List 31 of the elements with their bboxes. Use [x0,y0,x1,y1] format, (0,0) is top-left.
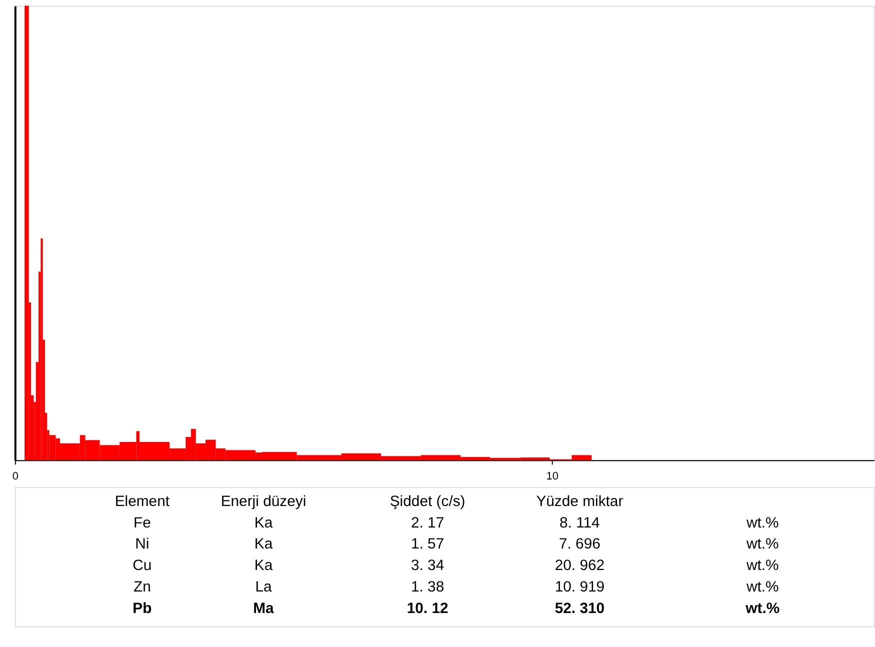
text: Ka [254,536,274,553]
text: wt.% [745,515,779,532]
text: 3. 34 [410,558,444,574]
text: wt.% [744,600,780,617]
text: La [255,579,272,596]
text: 8. 114 [560,515,600,532]
text: 20. 962 [554,558,605,574]
x-tick-label: 10 [546,470,558,483]
text: Enerji düzeyi [220,494,306,510]
text: 10. 919 [554,579,605,596]
text: Ka [254,515,274,532]
text: Element [114,494,170,510]
text: Fe [133,515,151,532]
text: Cu [132,558,152,574]
text: Ka [254,558,274,574]
text: 1. 38 [410,579,444,596]
x-tick-label: 0 [12,470,18,483]
text: Pb [132,600,152,617]
text: 52. 310 [554,600,605,617]
text: 10. 12 [406,600,448,617]
text: Ma [253,600,275,617]
text: Şiddet (c/s) [390,494,466,510]
text: Ni [135,536,150,553]
text: 1. 57 [410,536,444,553]
text: wt.% [745,579,779,596]
text: 2. 17 [410,515,444,532]
text: Zn [133,579,151,596]
text: 7. 696 [558,536,600,553]
text: wt.% [745,536,779,553]
text: Yüzde miktar [536,494,624,510]
text: wt.% [745,558,779,574]
